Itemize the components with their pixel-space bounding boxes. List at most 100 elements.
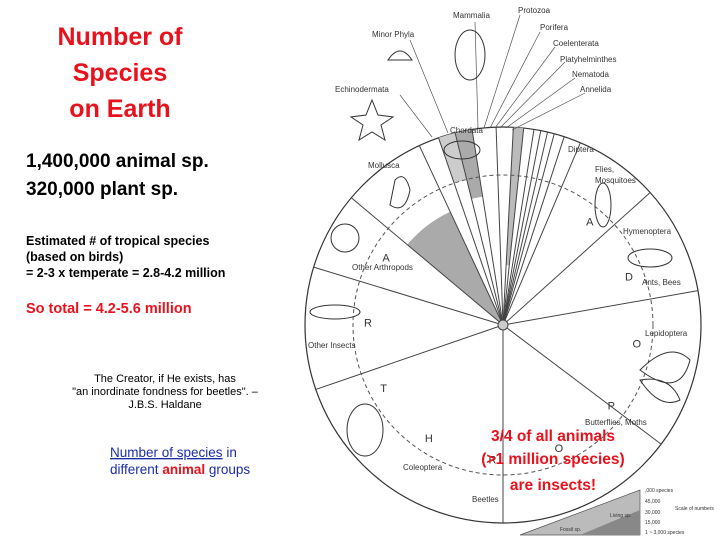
ring-letter: A <box>586 217 594 229</box>
shaded-sector <box>455 129 483 199</box>
scale-label: 30,000 <box>645 510 661 516</box>
quote-line: J.B.S. Haldane <box>128 399 201 411</box>
arthropod-ring <box>352 174 654 476</box>
leader <box>489 31 541 129</box>
leaders <box>399 14 586 138</box>
scale-label: 15,000 <box>645 520 661 526</box>
wedge-line <box>495 127 504 326</box>
center <box>497 319 509 331</box>
label: Diptera <box>568 145 594 154</box>
wedge-line <box>502 136 565 326</box>
leader <box>474 21 479 129</box>
label: Hymenoptera <box>623 227 672 236</box>
caption-text: groups <box>209 462 251 477</box>
wedge-line <box>315 324 504 390</box>
leader <box>409 39 449 134</box>
label: Platyhelminthes <box>560 55 616 64</box>
caption: different animal groups <box>110 462 250 477</box>
wedge-line <box>502 129 535 326</box>
leader <box>494 46 556 129</box>
callout-line: are insects! <box>510 477 596 494</box>
caption: Number of species in <box>110 445 237 460</box>
scale-label: Fossil sp. <box>560 527 581 533</box>
scale-graphic: ,000 species 45,000 30,000 15,000 1 ~ 3,… <box>519 488 714 536</box>
scale-label: 1 ~ 3,000 species <box>645 530 685 536</box>
star-icon <box>349 98 395 142</box>
illustrations <box>309 29 691 457</box>
callout-line: 3/4 of all animals <box>491 428 615 445</box>
cricket-icon <box>309 304 361 320</box>
ring-letter: A <box>382 253 390 265</box>
wedge-line <box>502 142 581 326</box>
wedge-line <box>502 133 555 326</box>
label: Butterflies, Moths <box>585 418 647 427</box>
ring-letter: O <box>555 443 564 455</box>
diagram: A R T H R O P O D A Mammalia Protozoa Porifera Co… <box>304 6 714 536</box>
label: Chordata <box>450 126 483 135</box>
shell-icon <box>387 50 413 61</box>
label: Other Arthropods <box>352 263 413 272</box>
wedge-line <box>454 132 504 326</box>
label: Mosquitoes <box>595 176 636 185</box>
wedge-line <box>502 128 525 326</box>
snail-icon <box>389 176 411 209</box>
wedge-line <box>471 129 504 326</box>
title-line: Species <box>73 59 168 87</box>
ring-letters: A R T H R O P O D A <box>364 217 641 467</box>
crab-icon <box>330 223 360 253</box>
estimate-line: = 2-3 x temperate = 2.8-4.2 million <box>26 266 225 280</box>
ring-letter: T <box>380 383 387 395</box>
title-line: on Earth <box>69 95 170 123</box>
label: Coleoptera <box>403 463 443 472</box>
caption-text: animal <box>162 462 205 477</box>
estimate-line: (based on birds) <box>26 250 123 264</box>
callout-line: (>1 million species) <box>481 451 624 468</box>
shaded-sector <box>506 127 524 266</box>
bee-icon <box>627 248 673 268</box>
label: Annelida <box>580 85 612 94</box>
leader <box>399 94 433 138</box>
caption-link: Number of species <box>110 445 223 460</box>
wedge-line <box>502 127 514 326</box>
ring-letter: R <box>489 455 497 467</box>
leader <box>483 14 521 129</box>
scale-triangle-dark <box>580 510 640 535</box>
quote-line: "an inordinate fondness for beetles". – <box>72 386 259 398</box>
ring-letter: H <box>425 433 433 445</box>
wedge-line <box>313 266 504 326</box>
label: Flies, <box>595 165 614 174</box>
leader <box>499 61 566 129</box>
ring-letter: D <box>625 271 633 283</box>
count-line: 1,400,000 animal sp. <box>26 151 209 172</box>
label: Protozoa <box>518 6 551 15</box>
scale-label: Living sp. <box>610 513 631 519</box>
label: Coelenterata <box>553 39 599 48</box>
leader <box>511 92 586 131</box>
scale-label: 45,000 <box>645 499 661 505</box>
label: Lepidoptera <box>645 329 688 338</box>
wedge-line <box>351 197 504 326</box>
mammal-icon <box>454 29 486 81</box>
scale-label: Scale of numbers <box>675 506 714 512</box>
labels: Mammalia Protozoa Porifera Coelenterata … <box>308 6 688 504</box>
caption-text: different <box>110 462 159 477</box>
wedge-line <box>502 131 549 326</box>
wedge-line <box>502 130 542 326</box>
estimate-line: Estimated # of tropical species <box>26 234 209 248</box>
total: So total = 4.2-5.6 million <box>26 301 192 317</box>
caption-text: in <box>226 445 237 460</box>
ring-letter: P <box>608 401 615 413</box>
fly-icon <box>594 182 612 228</box>
label: Minor Phyla <box>372 30 415 39</box>
title-line: Number of <box>58 23 184 51</box>
label: Ants, Bees <box>642 278 681 287</box>
wedge-line <box>502 324 662 445</box>
fish-icon <box>443 140 481 160</box>
label: Porifera <box>540 23 569 32</box>
ring-letter: O <box>632 338 641 350</box>
wedge-line <box>502 192 651 326</box>
shaded-sector <box>407 211 503 325</box>
leader <box>505 77 576 129</box>
label: Mammalia <box>453 11 490 20</box>
